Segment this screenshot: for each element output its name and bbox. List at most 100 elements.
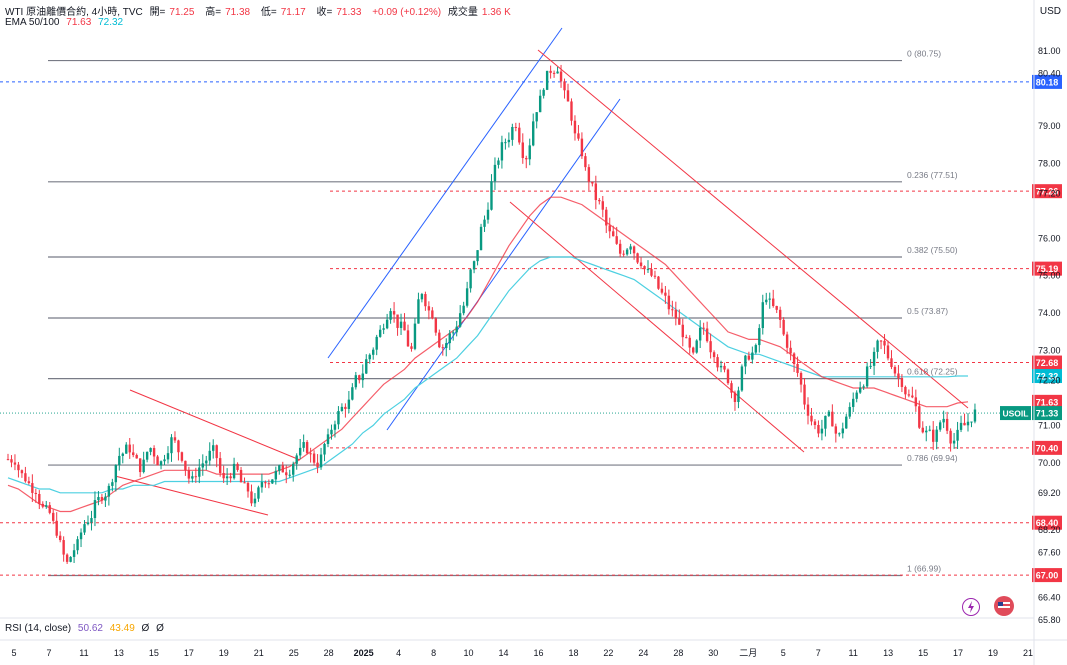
candle-body: [458, 313, 462, 327]
candle-body: [372, 349, 375, 355]
candle-body: [194, 476, 198, 478]
flag-icon[interactable]: [994, 596, 1014, 616]
x-tick-label: 14: [499, 648, 509, 658]
candle-body: [48, 505, 51, 513]
channel-upper-line: [327, 27, 563, 359]
candle-body: [142, 459, 145, 473]
candle-body: [935, 429, 938, 442]
candle-body: [514, 126, 518, 128]
candle-body: [535, 112, 538, 122]
price-tag-label: 71.33: [1036, 409, 1059, 419]
candle-body: [963, 422, 966, 426]
candle-body: [83, 524, 86, 533]
candle-body: [448, 333, 451, 344]
candle-body: [538, 95, 542, 113]
x-tick-label: 28: [673, 648, 683, 658]
candle-body: [591, 181, 594, 184]
candle-body: [959, 422, 963, 430]
candle-body: [639, 262, 643, 267]
candle-body: [966, 421, 970, 426]
candle-body: [250, 491, 253, 504]
y-tick-label: 69.20: [1038, 488, 1061, 498]
candle-body: [942, 418, 945, 423]
level-tag-label: 72.68: [1036, 358, 1059, 368]
candle-body: [573, 120, 577, 134]
candle-body: [62, 540, 65, 555]
x-tick-label: 二月: [739, 648, 757, 658]
candle-body: [733, 392, 737, 402]
y-tick-label: 68.20: [1038, 525, 1061, 535]
candle-body: [521, 142, 524, 158]
candle-body: [681, 324, 684, 338]
candle-body: [34, 492, 38, 494]
candle-body: [852, 398, 855, 407]
rsi-ma-value: 43.49: [109, 623, 135, 634]
x-tick-label: 7: [816, 648, 821, 658]
ema50-line: [7, 196, 969, 513]
candle-body: [392, 311, 396, 315]
candle-body: [584, 156, 587, 168]
candle-body: [97, 497, 100, 501]
candle-body: [556, 71, 559, 74]
candle-body: [107, 485, 111, 497]
candle-body: [173, 437, 177, 441]
candle-body: [911, 395, 914, 398]
candle-body: [295, 455, 298, 464]
candle-body: [660, 288, 664, 293]
ema-legend[interactable]: EMA 50/100 71.63 72.32: [5, 17, 127, 28]
candle-body: [198, 467, 201, 477]
candle-body: [163, 459, 166, 462]
x-tick-label: 5: [11, 648, 16, 658]
candle-body: [319, 454, 323, 468]
candle-body: [225, 476, 229, 479]
downtrend-upper-line: [537, 49, 969, 409]
low-value: 71.17: [280, 7, 306, 18]
level-tag: [1032, 515, 1062, 530]
candle-body: [716, 357, 719, 368]
candle-body: [838, 433, 841, 435]
candle-body: [507, 139, 511, 143]
x-tick-label: 22: [603, 648, 613, 658]
candle-body: [180, 452, 184, 461]
candle-body: [17, 464, 20, 471]
candle-body: [69, 556, 72, 562]
candle-body: [511, 126, 514, 140]
currency-label[interactable]: USD: [1039, 6, 1061, 17]
candle-body: [570, 101, 573, 121]
level-tag-label: 80.18: [1036, 77, 1059, 87]
candle-body: [799, 372, 803, 385]
candle-body: [542, 89, 545, 96]
change-value: +0.09 (+0.12%): [372, 7, 442, 18]
candle-body: [692, 347, 695, 353]
fibonacci-retracement: 0 (80.75) 0.236 (77.51) 0.382 (75.50) 0.5 (…: [48, 49, 958, 577]
y-tick-label: 70.00: [1038, 458, 1061, 468]
candle-body: [841, 428, 844, 434]
x-tick-label: 11: [79, 648, 88, 658]
candle-body: [587, 167, 591, 182]
candle-body: [605, 209, 608, 226]
candle-body: [452, 332, 455, 334]
candle-body: [810, 415, 813, 422]
candle-body: [368, 354, 371, 360]
rsi-extra-2: Ø: [156, 623, 164, 634]
candle-body: [27, 481, 31, 484]
candle-body: [361, 373, 364, 381]
candle-body: [834, 426, 838, 434]
candles: [6, 64, 977, 564]
level-tag-label: 77.26: [1036, 187, 1059, 197]
fib-label: 0.618 (72.25): [907, 367, 958, 377]
candle-body: [469, 269, 472, 289]
y-tick-label: 76.00: [1038, 233, 1061, 243]
close-value: 71.33: [336, 7, 362, 18]
level-tag-label: 67.00: [1036, 571, 1059, 581]
candle-body: [243, 482, 246, 484]
time-axis: 5 7 11 13 15 17 19 21 25 28 2025 4 8 10 14 16 18 22 24 28 30…: [0, 617, 1067, 658]
candle-body: [52, 512, 55, 521]
flash-icon[interactable]: [962, 598, 980, 616]
fib-label: 0 (80.75): [907, 49, 941, 59]
candle-body: [726, 369, 730, 384]
x-tick-label: 8: [431, 648, 436, 658]
rsi-legend[interactable]: RSI (14, close) 50.62 43.49 Ø Ø: [5, 623, 168, 634]
candle-body: [100, 497, 104, 501]
